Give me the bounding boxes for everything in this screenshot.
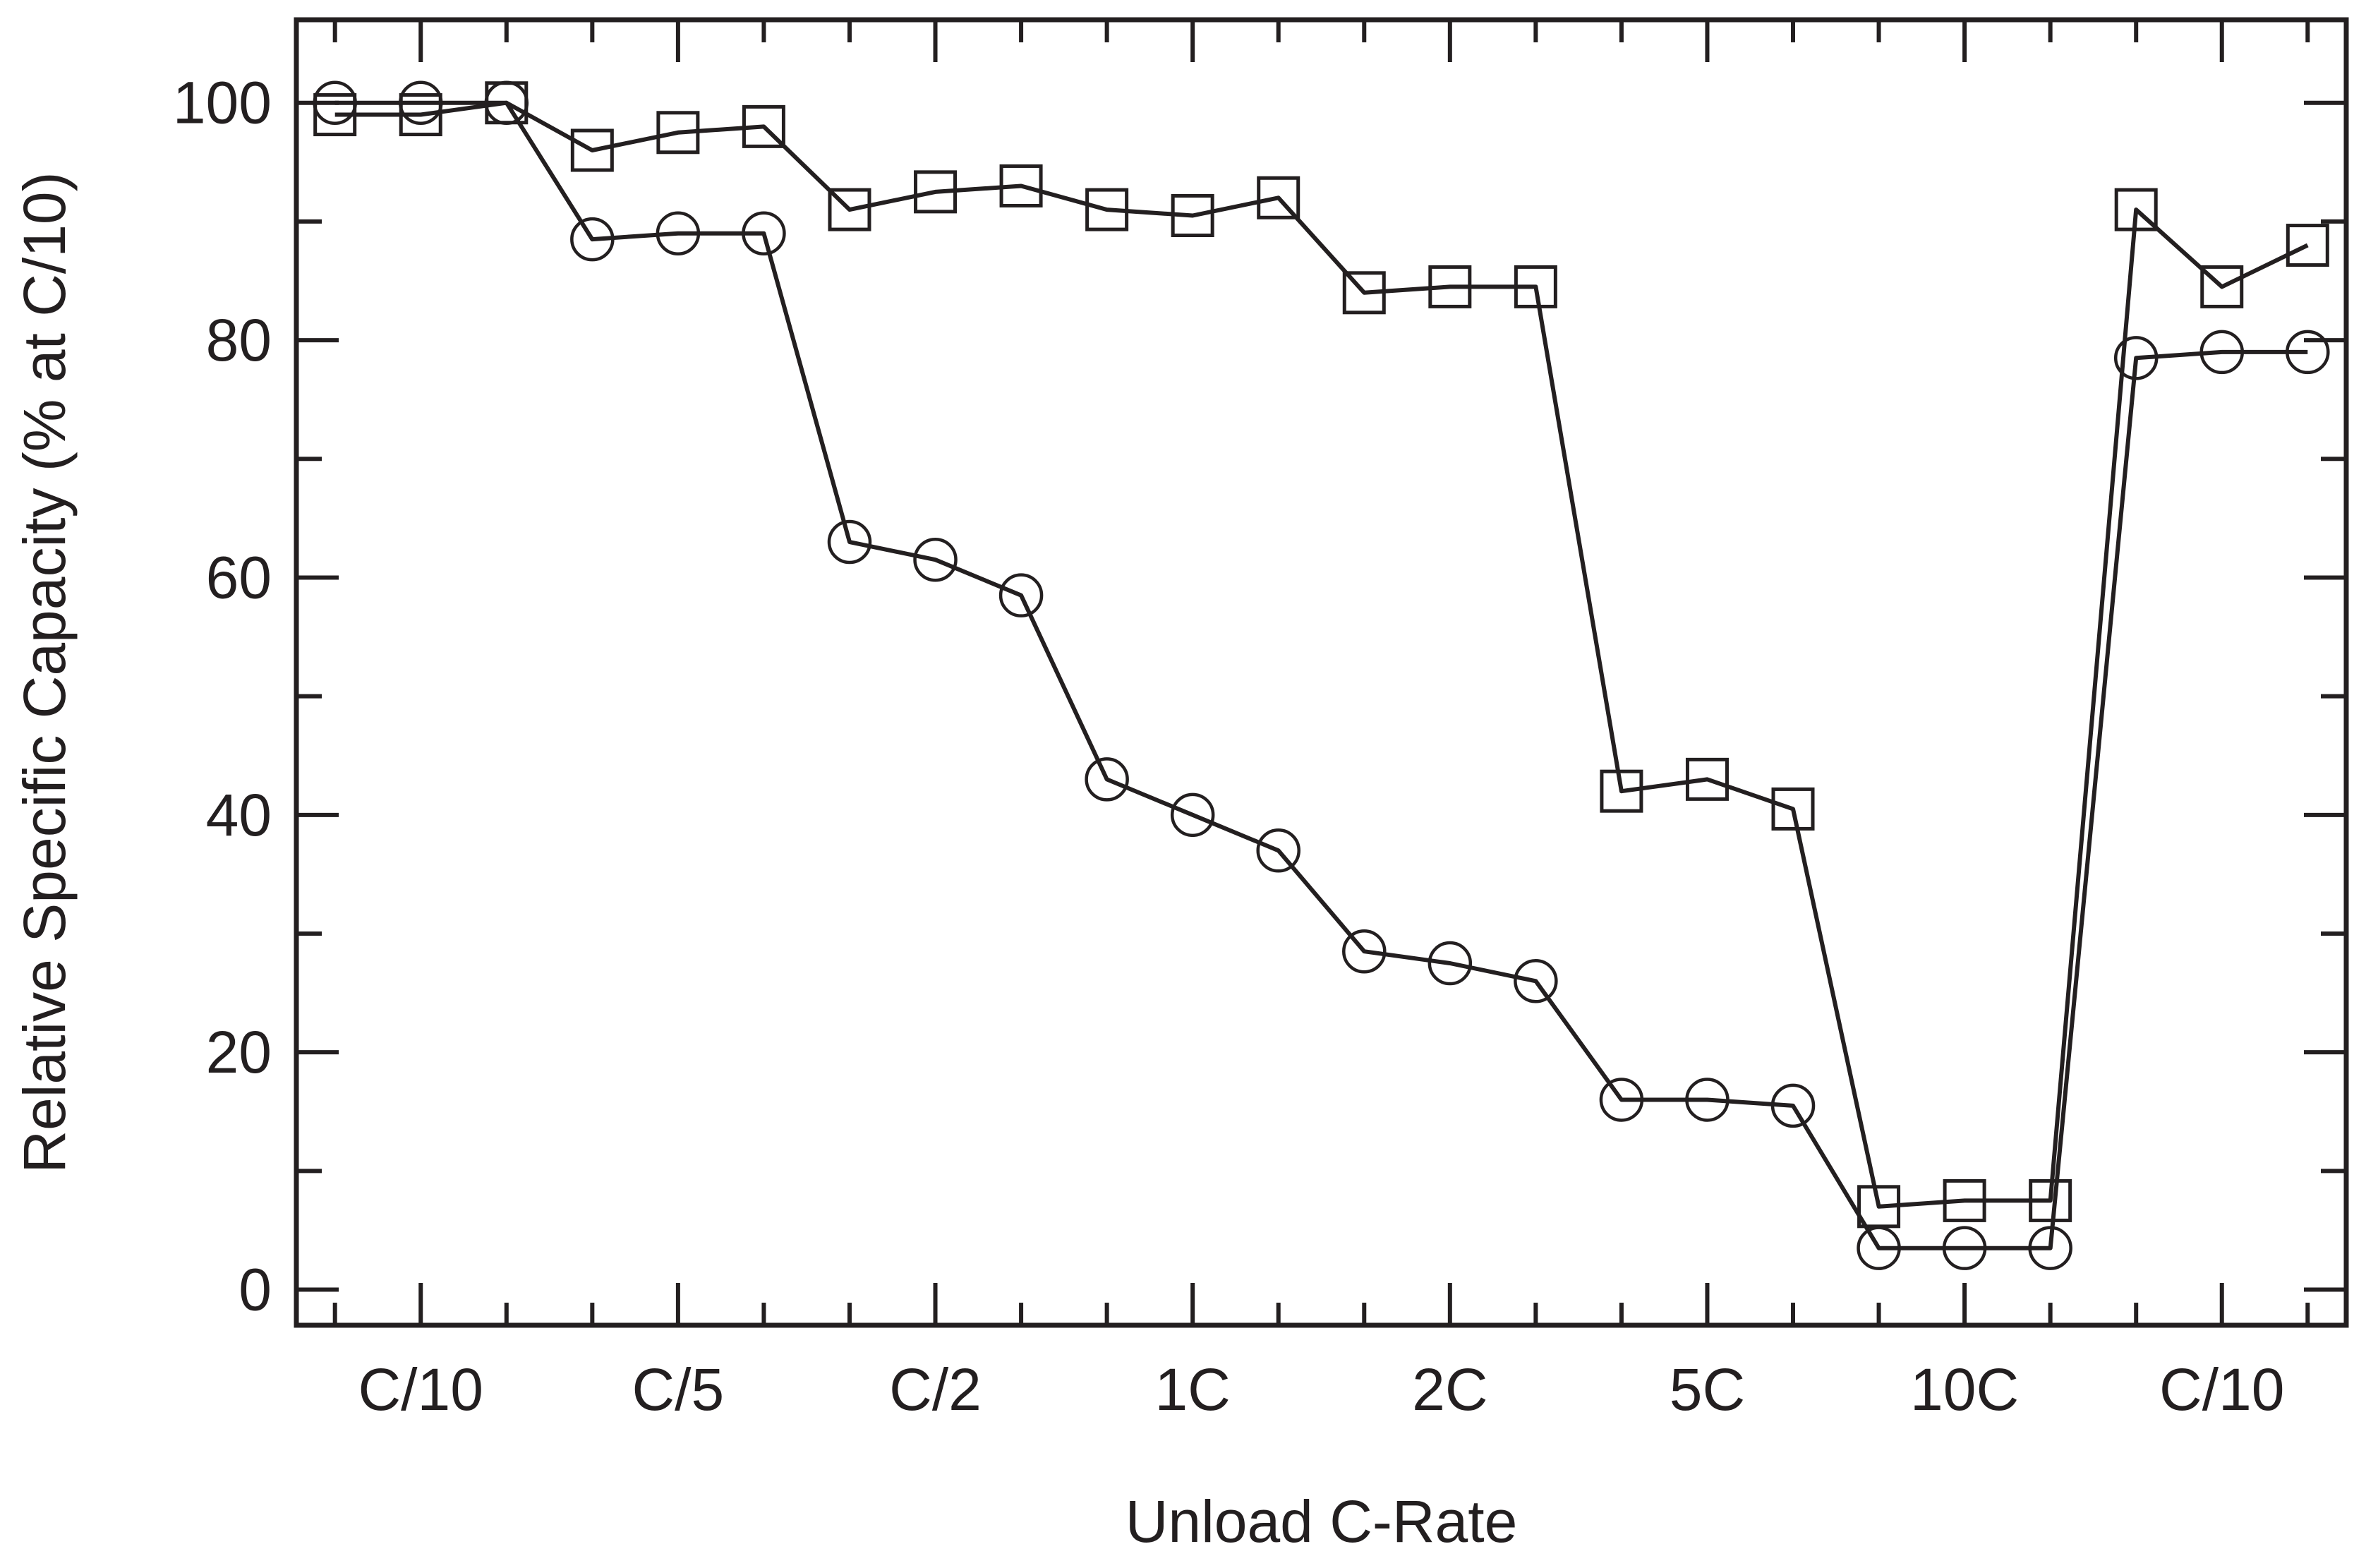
circle-marker [2286, 330, 2330, 375]
y-tick-label: 20 [206, 1019, 272, 1085]
square-marker [999, 164, 1043, 207]
x-tick-label: 2C [1412, 1356, 1487, 1423]
series-layer [313, 80, 2330, 1270]
square-marker [2200, 265, 2244, 308]
series-line-circle [334, 100, 2308, 1250]
circle-marker [2199, 330, 2245, 375]
x-tick-label: 10C [1910, 1356, 2019, 1423]
y-tick-label: 80 [206, 307, 272, 373]
x-tick-label: C/5 [632, 1356, 725, 1423]
x-tick-label: C/2 [889, 1356, 982, 1423]
square-marker [2286, 224, 2329, 267]
y-tick-label: 0 [239, 1257, 272, 1323]
y-tick-label: 40 [206, 782, 272, 848]
square-marker [742, 104, 785, 148]
square-marker [1171, 194, 1214, 237]
circle-marker [313, 80, 357, 125]
circle-marker [570, 217, 615, 262]
square-marker [1342, 271, 1386, 315]
circle-marker [398, 80, 443, 125]
x-tick-label: 5C [1670, 1356, 1745, 1423]
circle-marker [1685, 1078, 1730, 1122]
plot-frame [294, 17, 2349, 1328]
square-marker [1943, 1178, 1986, 1222]
square-marker [1257, 176, 1300, 219]
x-tick-label: C/10 [358, 1356, 483, 1423]
circle-marker [1514, 959, 1558, 1003]
square-marker [656, 111, 700, 155]
circle-marker [1342, 929, 1387, 974]
circle-marker [2113, 336, 2159, 380]
square-marker [1085, 188, 1129, 231]
y-tick-label: 60 [206, 544, 272, 610]
square-marker [914, 170, 958, 214]
series-line-square [334, 100, 2309, 1209]
y-axis: 0 20 40 60 80 100 [173, 70, 2346, 1323]
circle-marker [1170, 792, 1215, 838]
circle-marker [742, 211, 786, 255]
circle-marker [913, 537, 958, 582]
circle-marker [1599, 1078, 1644, 1122]
x-tick-label: C/10 [2159, 1356, 2284, 1423]
square-marker [1600, 769, 1643, 813]
square-marker [399, 93, 442, 137]
circle-marker [1256, 828, 1300, 873]
square-marker [1514, 265, 1557, 308]
circle-marker [656, 211, 701, 255]
square-marker [1771, 787, 1815, 831]
square-marker [828, 188, 871, 231]
circle-marker [484, 80, 529, 125]
x-axis: C/10 C/5 C/2 1C 2C 5C 10C C/10 [332, 20, 2310, 1423]
square-marker [313, 93, 357, 137]
circle-marker [2028, 1226, 2072, 1270]
x-tick-label: 1C [1154, 1356, 1230, 1423]
square-marker [2114, 188, 2158, 231]
square-marker [1685, 757, 1729, 801]
circle-marker [1942, 1226, 1987, 1270]
circle-marker [1428, 941, 1473, 986]
y-axis-title: Relative Specific Capacity (% at C/10) [11, 171, 78, 1173]
circle-marker [827, 519, 872, 565]
x-axis-title: Unload C-Rate [1125, 1488, 1518, 1555]
square-marker [2029, 1178, 2072, 1222]
circle-marker [998, 573, 1044, 617]
circle-marker [1770, 1083, 1816, 1128]
circle-marker [1085, 757, 1129, 802]
circle-marker [1857, 1226, 1901, 1270]
square-marker [570, 128, 614, 172]
square-marker [1428, 265, 1472, 308]
y-tick-label: 100 [173, 70, 272, 136]
